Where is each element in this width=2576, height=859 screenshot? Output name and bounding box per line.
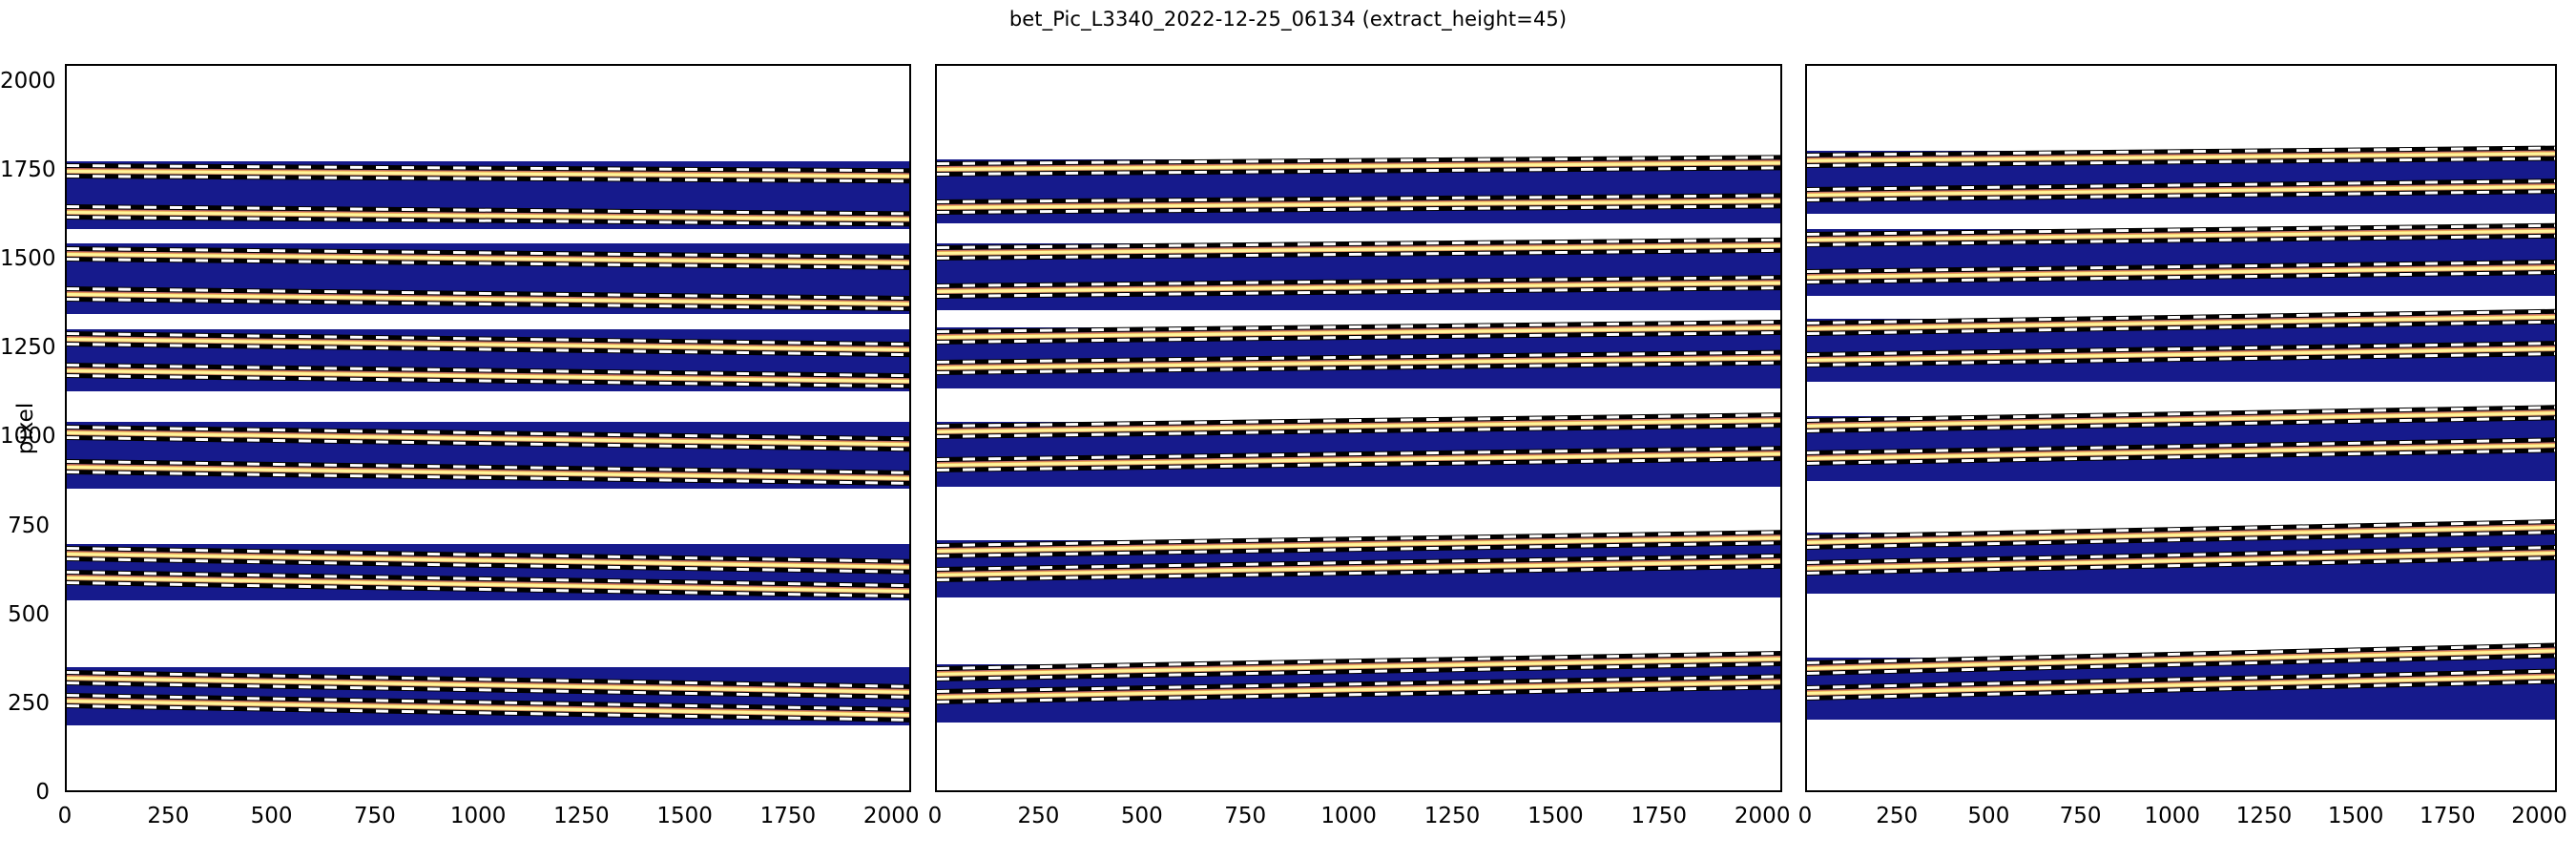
x-tick-label: 1000 bbox=[2144, 804, 2201, 828]
x-tick-label: 1000 bbox=[449, 804, 507, 828]
x-tick-label: 750 bbox=[2059, 804, 2102, 828]
y-tick-mark bbox=[65, 617, 67, 618]
order-band-group bbox=[937, 529, 1780, 598]
x-tick-label: 1250 bbox=[2235, 804, 2293, 828]
y-tick-mark bbox=[1805, 83, 1807, 85]
y-tick-label: 1750 bbox=[0, 157, 56, 183]
figure-suptitle: bet_Pic_L3340_2022-12-25_06134 (extract_… bbox=[1008, 8, 1568, 31]
subplot-chip1: CHIP1 bbox=[65, 64, 911, 792]
x-tick-label: 2000 bbox=[2511, 804, 2567, 828]
y-tick-label: 0 bbox=[35, 780, 50, 805]
x-tick-label: 500 bbox=[250, 804, 293, 828]
spectral-image bbox=[937, 66, 1780, 790]
y-tick-mark bbox=[935, 438, 937, 440]
x-tick-label: 1500 bbox=[656, 804, 713, 828]
y-tick-label: 1000 bbox=[0, 424, 56, 450]
y-tick-mark bbox=[935, 261, 937, 262]
order-band-group bbox=[67, 422, 909, 489]
x-tick-label: 1000 bbox=[1320, 804, 1377, 828]
y-tick-mark bbox=[935, 172, 937, 174]
y-tick-mark bbox=[1805, 349, 1807, 351]
y-tick-mark bbox=[1805, 528, 1807, 530]
order-band-group bbox=[937, 650, 1780, 723]
order-band-group bbox=[67, 243, 909, 315]
x-tick-label: 1500 bbox=[2327, 804, 2384, 828]
y-tick-mark bbox=[1805, 438, 1807, 440]
y-tick-mark bbox=[935, 617, 937, 618]
y-tick-mark bbox=[1805, 617, 1807, 618]
y-tick-mark bbox=[65, 261, 67, 262]
order-band-group bbox=[937, 237, 1780, 310]
x-tick-label: 0 bbox=[1797, 804, 1813, 828]
order-band-group bbox=[1807, 641, 2555, 720]
subplot-chip2: CHIP2 bbox=[935, 64, 1782, 792]
x-tick-label: 1750 bbox=[2420, 804, 2476, 828]
x-tick-label: 1250 bbox=[1423, 804, 1481, 828]
y-tick-mark bbox=[1805, 172, 1807, 174]
x-tick-label: 500 bbox=[1967, 804, 2010, 828]
order-band-group bbox=[1807, 309, 2555, 382]
y-tick-mark bbox=[1805, 705, 1807, 707]
x-tick-label: 0 bbox=[927, 804, 943, 828]
y-tick-mark bbox=[65, 349, 67, 351]
order-band-group bbox=[1807, 145, 2555, 214]
x-tick-label: 750 bbox=[353, 804, 396, 828]
x-tick-label: 1750 bbox=[1631, 804, 1688, 828]
y-tick-mark bbox=[65, 438, 67, 440]
order-band-group bbox=[67, 160, 909, 229]
x-tick-label: 0 bbox=[57, 804, 73, 828]
x-tick-label: 2000 bbox=[862, 804, 920, 828]
order-band-group bbox=[937, 155, 1780, 224]
y-tick-label: 2000 bbox=[0, 68, 56, 94]
y-tick-label: 500 bbox=[8, 601, 50, 627]
order-band-group bbox=[67, 667, 909, 725]
x-tick-label: 250 bbox=[1876, 804, 1919, 828]
x-tick-label: 2000 bbox=[1734, 804, 1791, 828]
order-band-group bbox=[1807, 519, 2555, 594]
y-tick-mark bbox=[65, 83, 67, 85]
order-band-group bbox=[67, 544, 909, 601]
y-tick-label: 750 bbox=[8, 513, 50, 538]
y-tick-mark bbox=[935, 349, 937, 351]
spectral-image bbox=[1807, 66, 2555, 790]
y-tick-label: 1500 bbox=[0, 246, 56, 272]
x-tick-label: 250 bbox=[1017, 804, 1060, 828]
order-band-group bbox=[937, 320, 1780, 388]
x-tick-label: 750 bbox=[1224, 804, 1267, 828]
y-tick-mark bbox=[65, 528, 67, 530]
x-tick-label: 1750 bbox=[759, 804, 817, 828]
y-axis-label: pixel bbox=[13, 402, 38, 454]
x-tick-label: 1250 bbox=[553, 804, 610, 828]
y-tick-label: 1250 bbox=[0, 335, 56, 361]
y-tick-mark bbox=[935, 83, 937, 85]
spectral-image bbox=[67, 66, 909, 790]
y-tick-mark bbox=[65, 172, 67, 174]
order-band-group bbox=[1807, 405, 2555, 482]
y-tick-mark bbox=[1805, 261, 1807, 262]
order-band-group bbox=[937, 411, 1780, 487]
y-tick-mark bbox=[935, 705, 937, 707]
subplot-chip3: CHIP3 bbox=[1805, 64, 2557, 792]
y-tick-label: 250 bbox=[8, 690, 50, 716]
x-tick-label: 250 bbox=[147, 804, 190, 828]
order-band-group bbox=[1807, 222, 2555, 297]
x-tick-label: 1500 bbox=[1527, 804, 1584, 828]
y-tick-mark bbox=[935, 528, 937, 530]
order-band-group bbox=[67, 328, 909, 392]
x-tick-label: 500 bbox=[1120, 804, 1163, 828]
y-tick-mark bbox=[65, 705, 67, 707]
